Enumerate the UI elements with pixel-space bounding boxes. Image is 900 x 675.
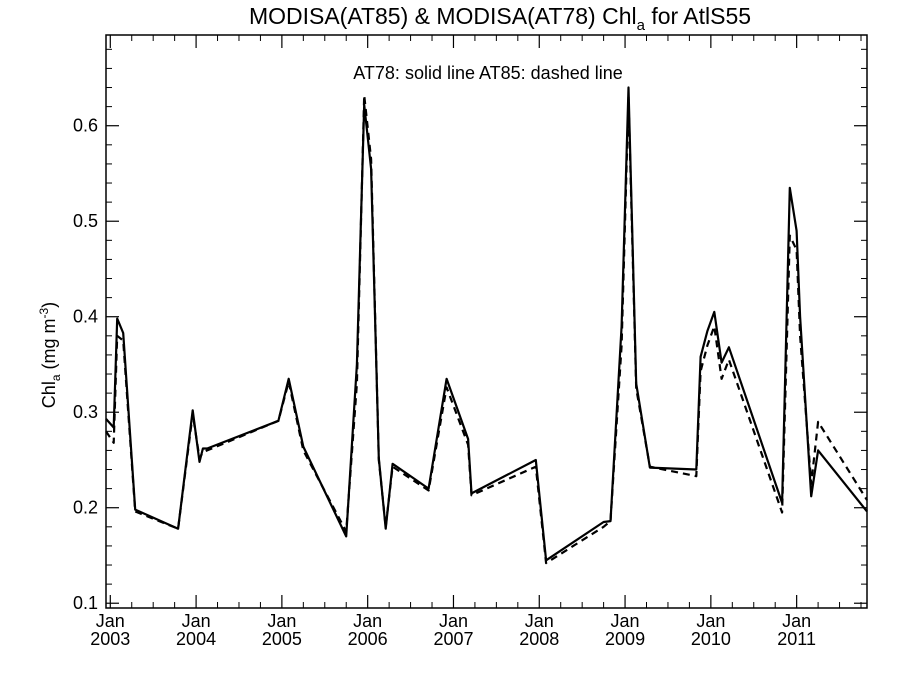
x-tick-month-2: Jan (267, 611, 296, 631)
x-tick-year-7: 2010 (691, 629, 731, 649)
x-tick-year-8: 2011 (777, 629, 816, 649)
y-axis-label: Chla (mg m-3) (37, 302, 63, 408)
y-tick-label-4: 0.5 (73, 211, 98, 231)
x-tick-month-8: Jan (782, 611, 811, 631)
y-axis-label-prefix: Chl (39, 381, 59, 408)
series-lines (105, 86, 868, 565)
x-axis-ticks: Jan2003Jan2004Jan2005Jan2006Jan2007Jan20… (90, 35, 862, 649)
line-style-annotation: AT78: solid line AT85: dashed line (353, 63, 623, 83)
plot-frame (105, 34, 868, 609)
chart-title-suffix: for AtlS55 (645, 3, 751, 29)
x-tick-month-7: Jan (696, 611, 725, 631)
y-axis-ticks: 0.1 0.2 0.3 0.4 0.5 0.6 (73, 48, 867, 613)
y-axis-label-group: Chla (mg m-3) (37, 302, 63, 408)
chart-title-subscript: a (637, 17, 646, 34)
x-tick-year-1: 2004 (176, 629, 216, 649)
y-tick-label-3: 0.4 (73, 307, 98, 327)
x-tick-year-0: 2003 (90, 629, 130, 649)
x-tick-month-6: Jan (611, 611, 640, 631)
series-line-at78-solid (105, 86, 868, 562)
y-tick-label-0: 0.1 (73, 593, 98, 613)
x-tick-month-0: Jan (96, 611, 125, 631)
x-tick-month-3: Jan (353, 611, 382, 631)
y-axis-label-close: ) (39, 302, 59, 308)
y-tick-label-5: 0.6 (73, 116, 98, 136)
chart-title: MODISA(AT85) & MODISA(AT78) Chla for Atl… (249, 3, 751, 34)
series-line-at85-dashed (105, 94, 868, 565)
y-tick-label-1: 0.2 (73, 498, 98, 518)
x-tick-year-2: 2005 (262, 629, 302, 649)
y-tick-label-2: 0.3 (73, 402, 98, 422)
x-tick-year-3: 2006 (348, 629, 388, 649)
y-axis-label-superscript: -3 (37, 307, 51, 318)
x-tick-year-6: 2009 (605, 629, 645, 649)
x-tick-month-5: Jan (525, 611, 554, 631)
chart-title-prefix: MODISA(AT85) & MODISA(AT78) Chl (249, 3, 637, 29)
x-tick-month-4: Jan (439, 611, 468, 631)
y-axis-label-suffix: (mg m (39, 318, 59, 374)
y-axis-label-subscript: a (49, 374, 63, 381)
x-tick-month-1: Jan (182, 611, 211, 631)
x-tick-year-5: 2008 (519, 629, 559, 649)
x-tick-year-4: 2007 (433, 629, 473, 649)
